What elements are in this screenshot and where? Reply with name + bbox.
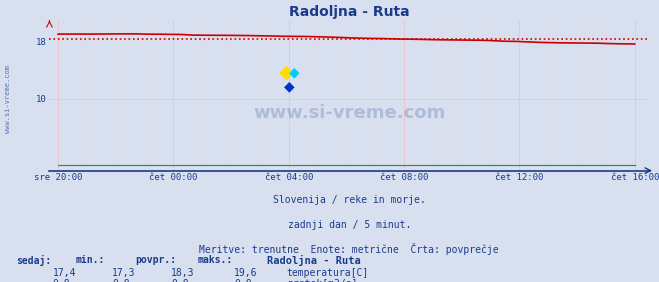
- Text: sedaj:: sedaj:: [16, 255, 51, 266]
- Text: temperatura[C]: temperatura[C]: [287, 268, 369, 278]
- Text: 0,8: 0,8: [112, 279, 130, 282]
- Text: Slovenija / reke in morje.: Slovenija / reke in morje.: [273, 195, 426, 204]
- Text: pretok[m3/s]: pretok[m3/s]: [287, 279, 357, 282]
- Text: 0,8: 0,8: [234, 279, 252, 282]
- Text: 0,8: 0,8: [53, 279, 71, 282]
- Text: ◆: ◆: [284, 79, 295, 93]
- Text: min.:: min.:: [76, 255, 105, 265]
- Text: Meritve: trenutne  Enote: metrične  Črta: povprečje: Meritve: trenutne Enote: metrične Črta: …: [200, 243, 499, 255]
- Text: ◆: ◆: [289, 65, 299, 80]
- Text: zadnji dan / 5 minut.: zadnji dan / 5 minut.: [287, 220, 411, 230]
- Text: 0,8: 0,8: [171, 279, 189, 282]
- Text: ◆: ◆: [279, 63, 294, 82]
- Text: www.si-vreme.com: www.si-vreme.com: [253, 104, 445, 122]
- Text: Radoljna - Ruta: Radoljna - Ruta: [267, 255, 360, 266]
- Text: 17,4: 17,4: [53, 268, 76, 278]
- Title: Radoljna - Ruta: Radoljna - Ruta: [289, 5, 410, 19]
- Text: povpr.:: povpr.:: [135, 255, 176, 265]
- Text: maks.:: maks.:: [198, 255, 233, 265]
- Text: 17,3: 17,3: [112, 268, 136, 278]
- Text: 19,6: 19,6: [234, 268, 258, 278]
- Text: 18,3: 18,3: [171, 268, 195, 278]
- Text: www.si-vreme.com: www.si-vreme.com: [5, 65, 11, 133]
